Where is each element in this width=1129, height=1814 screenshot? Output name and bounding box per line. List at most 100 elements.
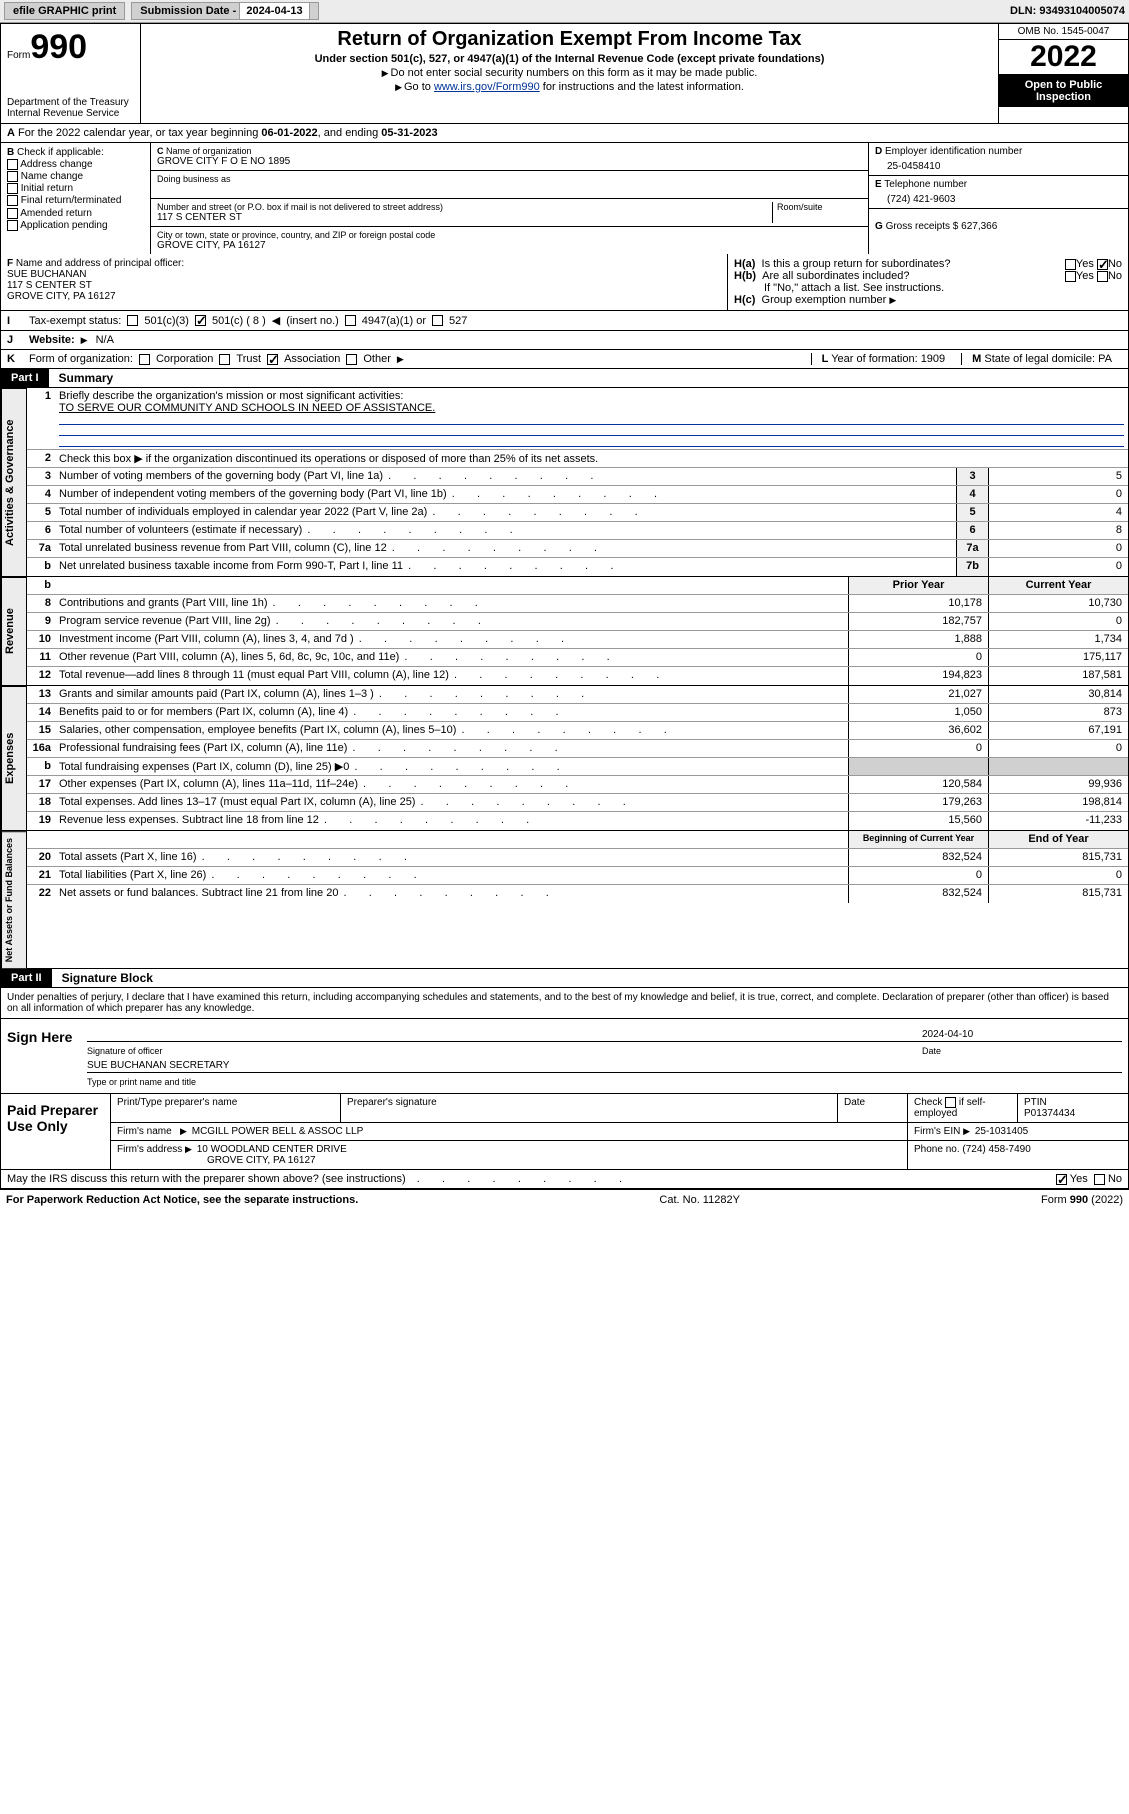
firm-addr-lbl: Firm's address (117, 1144, 182, 1155)
begin-year-hdr: Beginning of Current Year (848, 831, 988, 848)
table-row: 7aTotal unrelated business revenue from … (27, 540, 1128, 558)
name-change-checkbox[interactable] (7, 171, 18, 182)
table-row: 10Investment income (Part VIII, column (… (27, 631, 1128, 649)
q1-label: Briefly describe the organization's miss… (59, 390, 403, 402)
initial-return-checkbox[interactable] (7, 183, 18, 194)
b-amend: Amended return (20, 208, 92, 219)
m-lbl: State of legal domicile: (984, 353, 1095, 365)
footer-right: Form 990 (2022) (1041, 1194, 1123, 1206)
officer-addr2: GROVE CITY, PA 16127 (7, 291, 116, 302)
part-ii-title: Signature Block (52, 971, 153, 985)
sub3b: for instructions and the latest informat… (540, 81, 744, 93)
table-row: 4Number of independent voting members of… (27, 486, 1128, 504)
app-pending-checkbox[interactable] (7, 220, 18, 231)
city-state-zip: GROVE CITY, PA 16127 (157, 240, 862, 251)
officer-name: SUE BUCHANAN (7, 269, 86, 280)
declaration-text: Under penalties of perjury, I declare th… (1, 988, 1128, 1018)
governance-section: Activities & Governance 1 Briefly descri… (0, 388, 1129, 577)
irs-label: Internal Revenue Service (7, 108, 134, 119)
discuss-no-checkbox[interactable] (1094, 1174, 1105, 1185)
submission-date-value: 2024-04-13 (239, 2, 309, 20)
501c3-checkbox[interactable] (127, 315, 138, 326)
a-text-a: For the 2022 calendar year, or tax year … (18, 127, 261, 139)
d-lbl: Employer identification number (885, 146, 1022, 157)
trust-checkbox[interactable] (219, 354, 230, 365)
submission-date-label: Submission Date - 2024-04-13 (131, 2, 318, 20)
hb-no-checkbox[interactable] (1097, 271, 1108, 282)
other-checkbox[interactable] (346, 354, 357, 365)
balances-tab: Net Assets or Fund Balances (1, 831, 27, 968)
table-row: 14Benefits paid to or for members (Part … (27, 704, 1128, 722)
section-c: C Name of organization GROVE CITY F O E … (151, 143, 868, 254)
form990-link[interactable]: www.irs.gov/Form990 (434, 81, 540, 93)
part-i-title: Summary (49, 371, 114, 385)
discuss-yes-checkbox[interactable] (1056, 1174, 1067, 1185)
k-trust: Trust (236, 353, 261, 365)
tax-year: 2022 (999, 40, 1128, 75)
table-row: 6Total number of volunteers (estimate if… (27, 522, 1128, 540)
a-end-date: 05-31-2023 (381, 127, 437, 139)
self-emp-check-lbl: Check (914, 1097, 942, 1108)
4947-checkbox[interactable] (345, 315, 356, 326)
ha-no-checkbox[interactable] (1097, 259, 1108, 270)
table-row: bTotal fundraising expenses (Part IX, co… (27, 758, 1128, 776)
table-row: 11Other revenue (Part VIII, column (A), … (27, 649, 1128, 667)
addr-change-checkbox[interactable] (7, 159, 18, 170)
k-assoc: Association (284, 353, 340, 365)
table-row: 15Salaries, other compensation, employee… (27, 722, 1128, 740)
table-row: 16aProfessional fundraising fees (Part I… (27, 740, 1128, 758)
section-bcde: B Check if applicable: Address change Na… (0, 143, 1129, 254)
efile-print-button[interactable]: efile GRAPHIC print (4, 2, 125, 20)
b-app: Application pending (20, 220, 107, 231)
dept-treasury: Department of the Treasury (7, 97, 134, 108)
hb-yes-checkbox[interactable] (1065, 271, 1076, 282)
prep-sig-hdr: Preparer's signature (341, 1094, 838, 1122)
b-init: Initial return (21, 183, 73, 194)
top-bar: efile GRAPHIC print Submission Date - 20… (0, 0, 1129, 23)
sub3a: Go to (404, 81, 434, 93)
section-i: I Tax-exempt status: 501(c)(3) 501(c) ( … (0, 311, 1129, 331)
name-title-lbl: Type or print name and title (87, 1077, 1122, 1087)
page-footer: For Paperwork Reduction Act Notice, see … (0, 1189, 1129, 1210)
i-o4: 527 (449, 315, 467, 327)
ptin-lbl: PTIN (1024, 1097, 1047, 1108)
b-final: Final return/terminated (21, 196, 122, 207)
part-ii-header: Part II Signature Block (0, 969, 1129, 988)
ein-value: 25-0458410 (875, 157, 1122, 172)
table-row: 3Number of voting members of the governi… (27, 468, 1128, 486)
table-row: bNet unrelated business taxable income f… (27, 558, 1128, 576)
revenue-section: Revenue b Prior Year Current Year 8Contr… (0, 577, 1129, 686)
ha-yes-checkbox[interactable] (1065, 259, 1076, 270)
527-checkbox[interactable] (432, 315, 443, 326)
firm-name-lbl: Firm's name (117, 1126, 172, 1137)
corp-checkbox[interactable] (139, 354, 150, 365)
gross-receipts: 627,366 (961, 221, 997, 232)
table-row: 22Net assets or fund balances. Subtract … (27, 885, 1128, 903)
amended-return-checkbox[interactable] (7, 208, 18, 219)
a-text-b: , and ending (318, 127, 382, 139)
officer-name-title: SUE BUCHANAN SECRETARY (87, 1060, 229, 1071)
501c-checkbox[interactable] (195, 315, 206, 326)
table-row: 12Total revenue—add lines 8 through 11 (… (27, 667, 1128, 685)
footer-left: For Paperwork Reduction Act Notice, see … (6, 1194, 358, 1206)
i-lbl: Tax-exempt status: (29, 315, 121, 327)
addr-lbl: Number and street (or P.O. box if mail i… (157, 202, 772, 212)
discuss-text: May the IRS discuss this return with the… (7, 1173, 406, 1185)
city-lbl: City or town, state or province, country… (157, 230, 862, 240)
domicile-state: PA (1098, 353, 1112, 365)
hc-text: Group exemption number (762, 294, 887, 306)
self-employed-checkbox[interactable] (945, 1097, 956, 1108)
section-a: A For the 2022 calendar year, or tax yea… (0, 124, 1129, 143)
final-return-checkbox[interactable] (7, 195, 18, 206)
assoc-checkbox[interactable] (267, 354, 278, 365)
form-subtitle-2: Do not enter social security numbers on … (391, 67, 758, 79)
k-corp: Corporation (156, 353, 213, 365)
footer-mid: Cat. No. 11282Y (659, 1194, 740, 1206)
form-header: Form990 Department of the Treasury Inter… (0, 23, 1129, 124)
firm-name: MCGILL POWER BELL & ASSOC LLP (192, 1126, 364, 1137)
k-lbl: Form of organization: (29, 353, 133, 365)
public-inspection-badge: Open to Public Inspection (999, 75, 1128, 107)
i-o2: 501(c) ( 8 ) (212, 315, 266, 327)
sig-officer-lbl: Signature of officer (87, 1046, 922, 1056)
b-label: Check if applicable: (17, 147, 104, 158)
